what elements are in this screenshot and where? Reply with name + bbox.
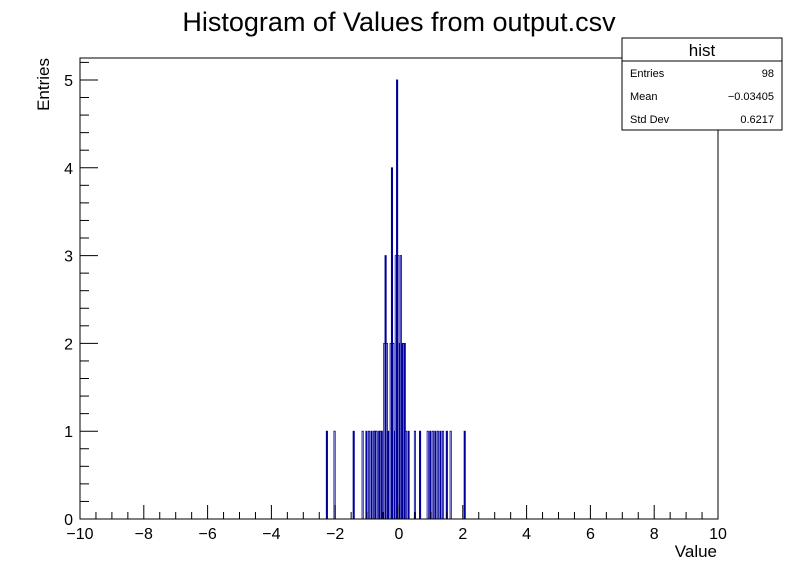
y-tick-label: 2 bbox=[64, 336, 73, 353]
histogram-bin bbox=[436, 430, 439, 520]
histogram-bin bbox=[404, 430, 408, 520]
histogram-bin bbox=[419, 430, 422, 520]
chart-title: Histogram of Values from output.csv bbox=[182, 7, 616, 37]
histogram-bin bbox=[361, 430, 364, 520]
histogram-bin bbox=[431, 430, 434, 520]
x-ticks-group: −10 −8 −6 −4 −2 0 2 4 6 8 10 bbox=[66, 505, 727, 543]
y-axis-title: Entries bbox=[34, 58, 53, 111]
stats-stddev-label: Std Dev bbox=[630, 114, 670, 126]
histogram-bin bbox=[375, 430, 378, 520]
histogram-bin bbox=[352, 430, 355, 520]
x-tick-label: 4 bbox=[522, 526, 531, 543]
stats-mean-label: Mean bbox=[630, 91, 658, 103]
histogram-bin bbox=[407, 430, 410, 520]
stats-stddev-value: 0.6217 bbox=[740, 114, 774, 126]
histogram-bin bbox=[449, 430, 452, 520]
x-tick-label: 0 bbox=[395, 526, 404, 543]
x-tick-label: 2 bbox=[458, 526, 467, 543]
stats-entries-label: Entries bbox=[630, 68, 665, 80]
histogram-bin bbox=[445, 430, 448, 520]
x-tick-label: 8 bbox=[650, 526, 659, 543]
histogram-bin bbox=[463, 430, 466, 520]
y-tick-label: 5 bbox=[64, 73, 73, 90]
stats-box: hist Entries 98 Mean −0.03405 Std Dev 0.… bbox=[621, 37, 783, 131]
stats-box-frame bbox=[621, 37, 783, 131]
y-tick-label: 4 bbox=[64, 161, 73, 178]
y-tick-label: 3 bbox=[64, 249, 73, 266]
histogram-bin bbox=[441, 430, 445, 520]
histogram-bin bbox=[434, 430, 437, 520]
histogram-bin bbox=[370, 430, 373, 520]
stats-box-title: hist bbox=[689, 41, 716, 60]
histogram-bin bbox=[429, 430, 432, 520]
histogram-bin bbox=[387, 430, 390, 520]
histogram-bin bbox=[439, 430, 442, 520]
x-tick-label: −4 bbox=[262, 526, 280, 543]
y-ticks-group: 0 1 2 3 4 5 bbox=[64, 61, 98, 529]
x-tick-label: −2 bbox=[326, 526, 344, 543]
stats-mean-value: −0.03405 bbox=[728, 91, 774, 103]
histogram-bin bbox=[413, 430, 416, 520]
histogram-bin bbox=[325, 430, 328, 520]
x-tick-label: −6 bbox=[198, 526, 216, 543]
x-tick-label: −8 bbox=[135, 526, 153, 543]
x-tick-label: 6 bbox=[586, 526, 595, 543]
x-tick-label: −10 bbox=[66, 526, 93, 543]
histogram-bin bbox=[380, 430, 383, 520]
x-axis-title: Value bbox=[675, 542, 717, 561]
x-tick-label: 10 bbox=[709, 526, 727, 543]
histogram-bin bbox=[365, 430, 368, 520]
y-tick-label: 0 bbox=[64, 512, 73, 529]
y-tick-label: 1 bbox=[64, 424, 73, 441]
stats-entries-value: 98 bbox=[762, 68, 774, 80]
histogram-bin bbox=[426, 430, 429, 520]
histogram-bin bbox=[367, 430, 371, 520]
bars-group bbox=[325, 79, 466, 520]
